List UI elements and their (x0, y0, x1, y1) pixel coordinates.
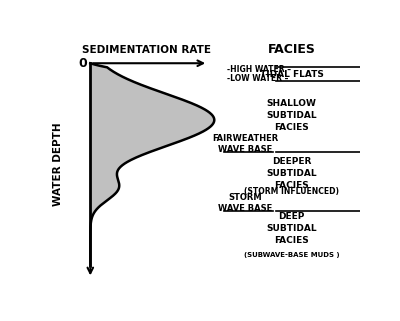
Text: STORM
WAVE BASE: STORM WAVE BASE (218, 193, 272, 213)
Text: DEEPER
SUBTIDAL
FACIES: DEEPER SUBTIDAL FACIES (266, 157, 317, 190)
Text: SEDIMENTATION RATE: SEDIMENTATION RATE (82, 45, 211, 55)
Text: -LOW WATER –: -LOW WATER – (227, 74, 288, 83)
Text: FACIES: FACIES (268, 43, 316, 56)
Text: FAIRWEATHER
WAVE BASE: FAIRWEATHER WAVE BASE (212, 134, 278, 154)
Text: 0: 0 (78, 57, 87, 70)
Text: -HIGH WATER –: -HIGH WATER – (227, 65, 291, 74)
Text: TIDAL FLATS: TIDAL FLATS (260, 70, 324, 79)
Text: WATER DEPTH: WATER DEPTH (53, 123, 63, 206)
Text: (SUBWAVE-BASE MUDS ): (SUBWAVE-BASE MUDS ) (244, 252, 340, 258)
Polygon shape (90, 63, 214, 266)
Text: (STORM INFLUENCED): (STORM INFLUENCED) (244, 187, 339, 196)
Text: DEEP
SUBTIDAL
FACIES: DEEP SUBTIDAL FACIES (266, 212, 317, 245)
Text: SHALLOW
SUBTIDAL
FACIES: SHALLOW SUBTIDAL FACIES (266, 99, 317, 132)
